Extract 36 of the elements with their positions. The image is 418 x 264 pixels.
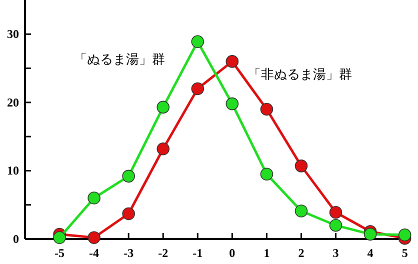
series-label: 「ぬるま湯」群 <box>74 52 166 67</box>
x-tick-label: 3 <box>332 246 339 260</box>
point <box>329 218 342 232</box>
point <box>398 228 412 242</box>
point <box>226 55 239 68</box>
point <box>294 204 308 218</box>
x-tick-label: 5 <box>402 246 408 260</box>
x-tick-label: -1 <box>192 246 203 260</box>
point <box>191 82 204 96</box>
x-tick-label: -5 <box>54 246 65 260</box>
point <box>88 231 100 244</box>
point <box>88 192 100 204</box>
point <box>260 168 274 181</box>
x-tick-label: -4 <box>89 246 100 260</box>
x-tick-label: -2 <box>158 246 168 260</box>
y-tick-label: 0 <box>13 232 19 246</box>
x-tick-label: 1 <box>264 246 270 260</box>
point <box>122 170 135 183</box>
point <box>364 228 377 241</box>
y-tick-label: 10 <box>7 164 19 178</box>
point <box>156 100 170 114</box>
y-tick-label: 30 <box>7 27 19 42</box>
point <box>156 142 170 156</box>
y-tick-label: 20 <box>7 95 19 110</box>
x-tick-label: 4 <box>367 246 374 260</box>
x-tick-label: 0 <box>229 246 236 260</box>
point <box>53 231 66 244</box>
x-tick-label: 2 <box>298 246 304 260</box>
point <box>329 206 342 219</box>
point <box>191 35 204 48</box>
point <box>122 207 135 220</box>
series-label: 「非ぬるま湯」群 <box>248 66 352 82</box>
x-tick-label: -3 <box>124 246 134 260</box>
point <box>226 97 239 110</box>
point <box>260 102 274 116</box>
point <box>294 160 308 172</box>
